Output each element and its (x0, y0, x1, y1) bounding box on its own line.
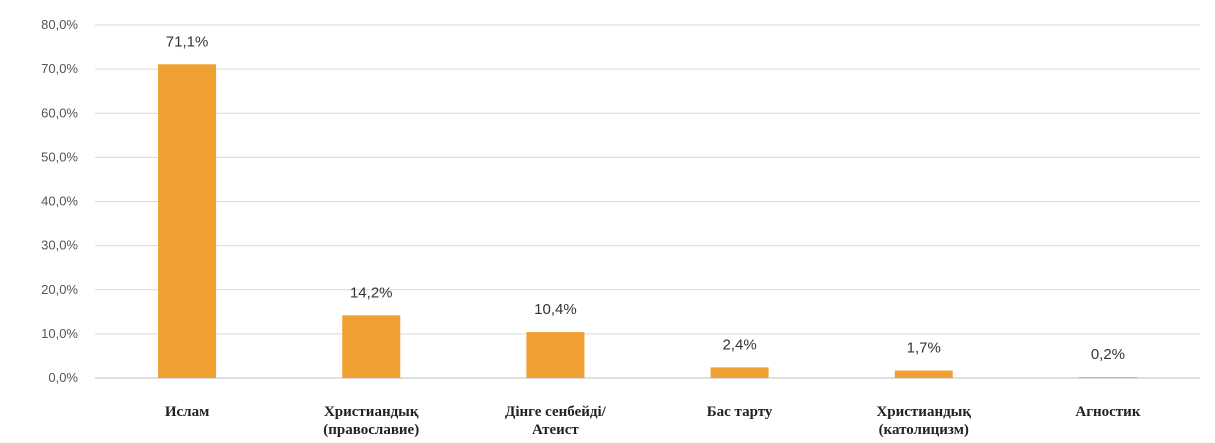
x-tick-label: Христиандық (католицизм) (876, 404, 971, 438)
x-tick-label: Христиандық (православие) (323, 404, 419, 438)
x-tick-label-line: Ислам (165, 404, 209, 420)
x-tick-label: Ислам (165, 404, 209, 420)
x-tick-label: Бас тарту (707, 404, 773, 420)
data-labels: 71,1% 14,2% 10,4% 2,4% 1,7% 0,2% (166, 33, 1125, 363)
y-tick-label: 0,0% (48, 370, 78, 385)
data-label: 14,2% (350, 284, 393, 301)
bar (526, 332, 585, 378)
gridlines (95, 24, 1200, 379)
bar (710, 367, 769, 378)
x-tick-label: Дінге сенбейді/Атеист (505, 404, 607, 438)
y-tick-label: 70,0% (41, 61, 78, 76)
y-tick-label: 40,0% (41, 194, 78, 209)
x-tick-label-line: Дінге сенбейді/ (505, 404, 607, 420)
x-tick-label-line: Бас тарту (707, 404, 773, 420)
bar (342, 315, 401, 378)
data-label: 71,1% (166, 33, 209, 50)
bar (1078, 377, 1137, 378)
y-tick-label: 20,0% (41, 282, 78, 297)
y-tick-label: 80,0% (41, 17, 78, 32)
y-tick-label: 30,0% (41, 238, 78, 253)
data-label: 10,4% (534, 301, 577, 318)
bar (894, 370, 953, 378)
data-label: 0,2% (1091, 346, 1125, 363)
y-tick-label: 50,0% (41, 149, 78, 164)
x-tick-label: Агностик (1075, 404, 1140, 420)
x-tick-label-line: (православие) (323, 422, 419, 438)
x-tick-label-line: Атеист (532, 422, 579, 438)
y-axis-ticks: 0,0% 10,0% 20,0% 30,0% 40,0% 50,0% 60,0% 70,0% 8… (41, 17, 78, 385)
data-label: 2,4% (722, 336, 756, 353)
x-axis-labels: Ислам Христиандық (православие) Дінге сенбе… (165, 404, 1141, 438)
x-tick-label-line: Агностик (1075, 404, 1140, 420)
bars (158, 64, 1137, 379)
x-tick-label-line: (католицизм) (879, 422, 969, 438)
bar (158, 64, 217, 379)
data-label: 1,7% (907, 339, 941, 356)
y-tick-label: 60,0% (41, 105, 78, 120)
x-tick-label-line: Христиандық (324, 404, 419, 420)
x-tick-label-line: Христиандық (876, 404, 971, 420)
y-tick-label: 10,0% (41, 326, 78, 341)
